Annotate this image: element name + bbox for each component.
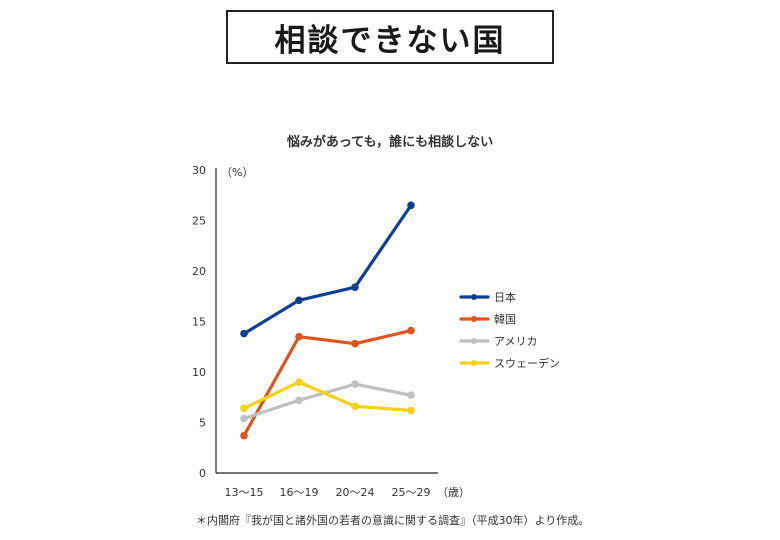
y-tick-labels: 0 5 10 15 20 25 30: [192, 164, 206, 480]
data-point: [240, 404, 248, 413]
legend-marker: [471, 360, 477, 366]
data-point: [240, 414, 248, 423]
source-note: ＊内閣府『我が国と諸外国の若者の意識に関する調査』（平成30年）より作成。: [196, 514, 590, 527]
legend-item: 韓国: [459, 313, 516, 326]
x-tick-labels: 13〜15 16〜19 20〜24 25〜29: [225, 486, 431, 499]
legend-label: 日本: [494, 290, 516, 304]
x-tick-label: 13〜15: [225, 486, 264, 499]
data-point: [351, 283, 359, 291]
data-point: [240, 431, 248, 440]
series-1: [240, 326, 415, 440]
data-point: [351, 402, 359, 411]
series-2: [240, 380, 415, 423]
x-tick-label: 20〜24: [336, 486, 375, 499]
series-lines: [240, 201, 415, 440]
chart-title: 悩みがあっても，誰にも相談しない: [286, 135, 494, 150]
x-tick-label: 16〜19: [280, 486, 319, 499]
series-line: [242, 328, 413, 438]
y-tick-label: 5: [199, 417, 206, 430]
page-title: 相談できない国: [274, 22, 506, 59]
legend-item: 日本: [459, 290, 516, 304]
data-point: [295, 378, 303, 386]
y-tick-label: 30: [192, 164, 206, 177]
legend-item: アメリカ: [459, 335, 537, 348]
data-point: [351, 339, 359, 348]
data-point: [407, 391, 415, 400]
series-line: [242, 380, 413, 412]
legend-marker: [471, 338, 477, 344]
data-point: [295, 396, 303, 405]
legend-label: スウェーデン: [494, 356, 560, 370]
y-tick-label: 25: [192, 215, 206, 228]
legend-label: アメリカ: [494, 335, 537, 348]
chart-axes: （%） （歳）: [215, 166, 470, 499]
data-point: [295, 332, 303, 341]
data-point: [407, 201, 415, 210]
data-point: [240, 329, 248, 338]
series-line: [242, 203, 413, 336]
data-point: [351, 380, 359, 388]
y-tick-label: 10: [192, 366, 206, 379]
data-point: [407, 326, 415, 335]
legend-label: 韓国: [494, 313, 516, 326]
page-title-box: 相談できない国: [226, 10, 554, 64]
data-point: [407, 406, 415, 415]
y-tick-label: 15: [192, 316, 206, 329]
x-axis-unit: （歳）: [437, 486, 470, 499]
legend-marker: [471, 294, 477, 300]
series-3: [240, 378, 415, 415]
legend-item: スウェーデン: [459, 356, 560, 370]
y-axis-unit: （%）: [221, 166, 253, 179]
y-tick-label: 0: [199, 467, 206, 480]
x-tick-label: 25〜29: [392, 486, 431, 499]
y-tick-label: 20: [192, 265, 206, 278]
data-point: [295, 296, 303, 305]
series-0: [240, 201, 415, 338]
series-line: [242, 382, 413, 421]
legend-marker: [471, 316, 477, 322]
